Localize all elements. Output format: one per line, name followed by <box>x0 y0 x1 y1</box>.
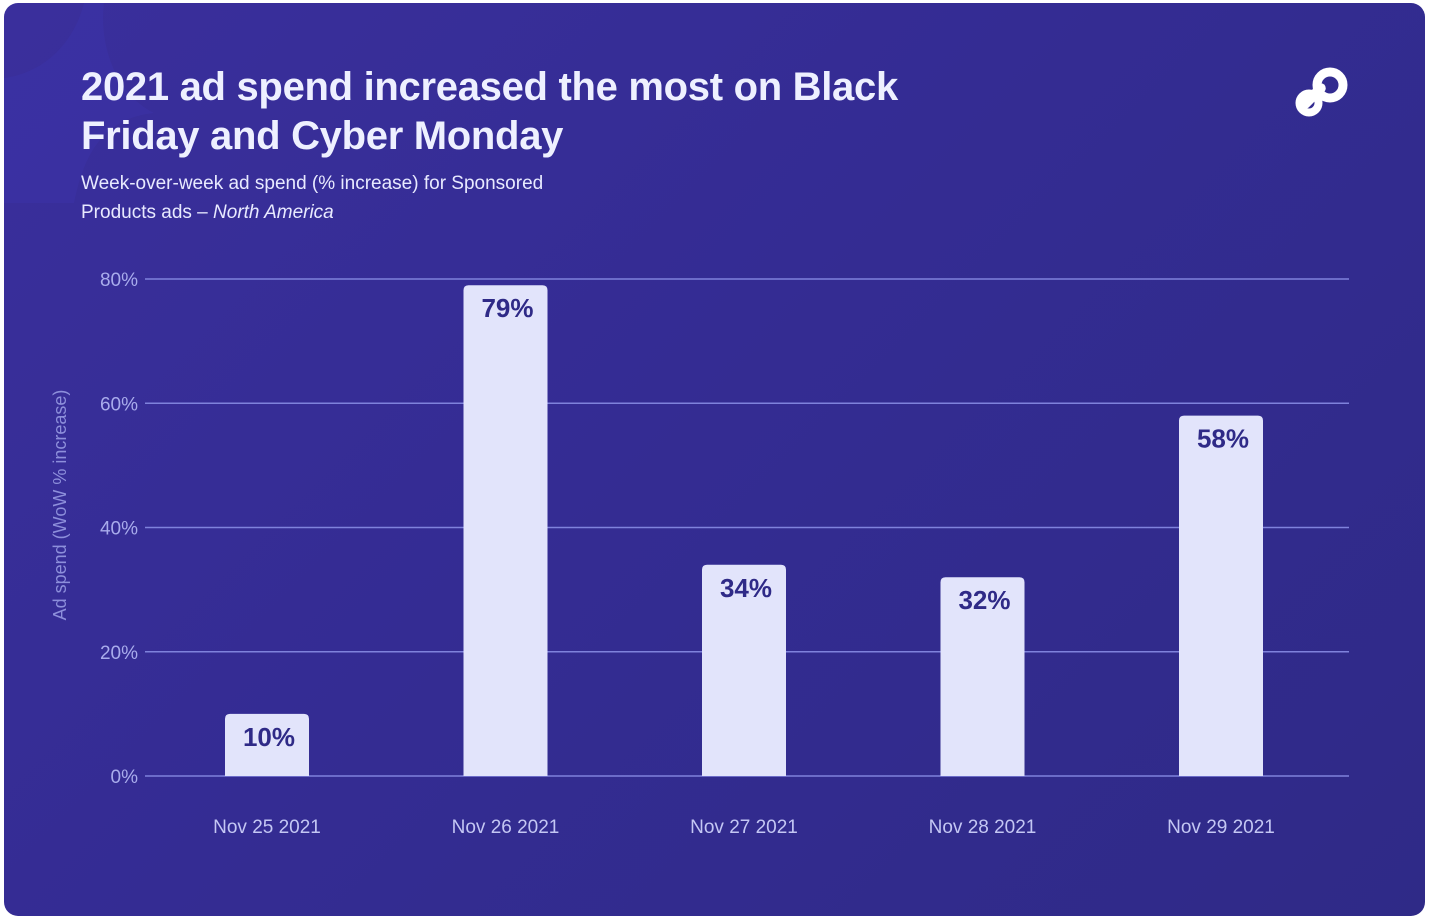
corner-star-decoration <box>4 3 154 203</box>
x-category-label: Nov 28 2021 <box>929 817 1037 838</box>
y-axis-title: Ad spend (WoW % increase) <box>50 390 70 621</box>
y-tick-label: 20% <box>100 643 138 664</box>
bars: 10% 79% 34% 32% 58% <box>225 285 1263 776</box>
chart-subtitle: Week-over-week ad spend (% increase) for… <box>81 169 601 227</box>
y-tick-label: 60% <box>100 394 138 415</box>
bar <box>702 564 786 776</box>
x-category-label: Nov 26 2021 <box>452 817 560 838</box>
x-category-label: Nov 29 2021 <box>1167 817 1275 838</box>
subtitle-text: Week-over-week ad spend (% increase) for… <box>81 173 544 223</box>
chart-card: 2021 ad spend increased the most on Blac… <box>4 3 1425 916</box>
y-axis-tick-labels: 0% 20% 40% 60% 80% <box>100 270 138 788</box>
bar-value-label: 10% <box>243 722 295 752</box>
x-category-label: Nov 25 2021 <box>213 817 321 838</box>
bar <box>940 577 1025 776</box>
bar-value-label: 79% <box>481 293 533 323</box>
y-tick-label: 0% <box>111 767 139 788</box>
chart-title: 2021 ad spend increased the most on Blac… <box>81 65 898 158</box>
bar-value-label: 34% <box>720 573 772 603</box>
brand-p-logo-icon <box>1295 67 1348 117</box>
x-category-label: Nov 27 2021 <box>690 817 798 838</box>
y-tick-label: 80% <box>100 270 138 291</box>
bar-chart: 0% 20% 40% 60% 80% 10% 79% 34% 32% 58% Nov 25 20… <box>50 270 1349 838</box>
bar-value-label: 32% <box>958 585 1010 615</box>
bar-value-label: 58% <box>1197 424 1249 454</box>
subtitle-region: North America <box>213 202 334 223</box>
bar <box>1179 415 1263 776</box>
y-tick-label: 40% <box>100 519 138 540</box>
x-axis-category-labels: Nov 25 2021 Nov 26 2021 Nov 27 2021 Nov 28 … <box>213 817 1275 838</box>
bar <box>463 285 548 776</box>
bar <box>225 713 309 776</box>
